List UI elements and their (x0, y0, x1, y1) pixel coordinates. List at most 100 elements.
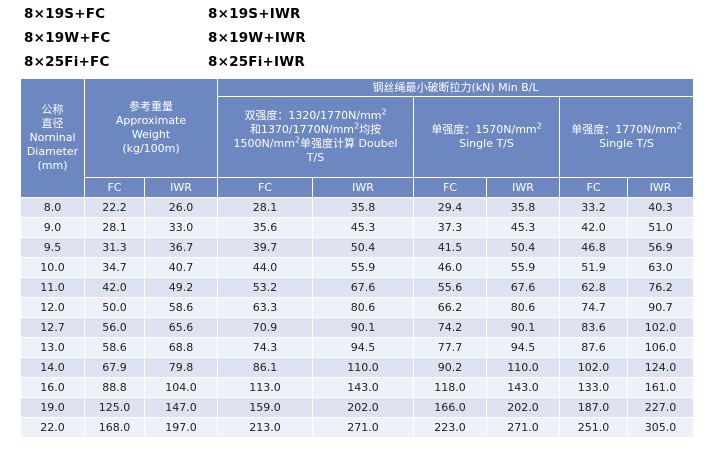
spec-title: 8×19S+FC (24, 6, 106, 22)
subheader-iwr: IWR (143, 177, 219, 198)
table-cell: 197.0 (143, 417, 219, 438)
table-cell: 62.8 (559, 277, 629, 298)
table-cell: 271.0 (486, 417, 561, 438)
table-cell: 11.0 (20, 277, 85, 298)
table-cell: 213.0 (217, 417, 314, 438)
table-cell: 133.0 (559, 377, 629, 398)
table-cell: 55.6 (413, 277, 488, 298)
table-cell: 13.0 (20, 337, 85, 358)
table-cell: 76.2 (627, 277, 695, 298)
table-cell: 31.3 (84, 237, 145, 258)
table-cell: 147.0 (143, 397, 219, 418)
table-cell: 271.0 (312, 417, 415, 438)
table-cell: 58.6 (143, 297, 219, 318)
table-cell: 63.0 (627, 257, 695, 278)
table-cell: 55.9 (312, 257, 415, 278)
table-cell: 53.2 (217, 277, 314, 298)
subheader-iwr: IWR (486, 177, 561, 198)
table-cell: 70.9 (217, 317, 314, 338)
table-cell: 29.4 (413, 197, 488, 218)
table-row: 9.0 28.1 33.0 35.6 45.3 37.3 45.3 42.0 51.0 (20, 217, 695, 238)
table-cell: 9.0 (20, 217, 85, 238)
table-cell: 22.0 (20, 417, 85, 438)
table-cell: 19.0 (20, 397, 85, 418)
table-cell: 94.5 (486, 337, 561, 358)
single-1570-header: 单强度：1570N/mm2 Single T/S (413, 96, 561, 178)
table-cell: 14.0 (20, 357, 85, 378)
subheader-fc: FC (217, 177, 314, 198)
spec-title: 8×19W+FC (24, 30, 111, 46)
weight-header: 参考重量 Approximate Weight (kg/100m) (83, 78, 219, 178)
table-cell: 166.0 (413, 397, 488, 418)
table-cell: 161.0 (627, 377, 695, 398)
table-cell: 39.7 (217, 237, 314, 258)
spec-title: 8×25Fi+FC (24, 54, 110, 70)
table-cell: 79.8 (143, 357, 219, 378)
table-cell: 49.2 (143, 277, 219, 298)
table-cell: 74.3 (217, 337, 314, 358)
spec-title: 8×19W+IWR (208, 30, 306, 46)
table-row: 11.0 42.0 49.2 53.2 67.6 55.6 67.6 62.8 76.2 (20, 277, 695, 298)
table-cell: 40.7 (143, 257, 219, 278)
table-cell: 36.7 (143, 237, 219, 258)
table-row: 8.0 22.2 26.0 28.1 35.8 29.4 35.8 33.2 40.3 (20, 197, 695, 218)
table-cell: 159.0 (217, 397, 314, 418)
table-cell: 58.6 (84, 337, 145, 358)
table-cell: 50.0 (84, 297, 145, 318)
table-cell: 77.7 (413, 337, 488, 358)
table-cell: 88.8 (84, 377, 145, 398)
table-row: 16.0 88.8 104.0 113.0 143.0 118.0 143.0 133.0 16… (20, 377, 695, 398)
table-cell: 67.6 (486, 277, 561, 298)
table-cell: 46.0 (413, 257, 488, 278)
table-cell: 40.3 (627, 197, 695, 218)
table-cell: 55.9 (486, 257, 561, 278)
table-cell: 66.2 (413, 297, 488, 318)
table-cell: 33.0 (143, 217, 219, 238)
table-cell: 202.0 (312, 397, 415, 418)
table-cell: 51.9 (559, 257, 629, 278)
table-row: 13.0 58.6 68.8 74.3 94.5 77.7 94.5 87.6 106.0 (20, 337, 695, 358)
subheader-fc: FC (413, 177, 488, 198)
table-cell: 35.8 (486, 197, 561, 218)
spec-title: 8×19S+IWR (208, 6, 301, 22)
table-row: 14.0 67.9 79.8 86.1 110.0 90.2 110.0 102.0 124.0 (20, 357, 695, 378)
table-row: 12.7 56.0 65.6 70.9 90.1 74.2 90.1 83.6 102.0 (20, 317, 695, 338)
table-cell: 106.0 (627, 337, 695, 358)
dual-strength-header: 双强度：1320/1770N/mm2 和1370/1770N/mm2均按 150… (217, 96, 415, 178)
table-cell: 67.6 (312, 277, 415, 298)
table-cell: 16.0 (20, 377, 85, 398)
table-cell: 8.0 (20, 197, 85, 218)
table-cell: 118.0 (413, 377, 488, 398)
table-row: 10.0 34.7 40.7 44.0 55.9 46.0 55.9 51.9 63.0 (20, 257, 695, 278)
table-cell: 94.5 (312, 337, 415, 358)
subheader-iwr: IWR (312, 177, 415, 198)
table-cell: 28.1 (217, 197, 314, 218)
table-cell: 90.1 (312, 317, 415, 338)
table-cell: 35.8 (312, 197, 415, 218)
spec-title: 8×25Fi+IWR (208, 54, 305, 70)
table-cell: 90.1 (486, 317, 561, 338)
table-cell: 110.0 (486, 357, 561, 378)
table-cell: 124.0 (627, 357, 695, 378)
table-cell: 56.9 (627, 237, 695, 258)
table-cell: 227.0 (627, 397, 695, 418)
table-cell: 223.0 (413, 417, 488, 438)
table-cell: 33.2 (559, 197, 629, 218)
table-cell: 143.0 (486, 377, 561, 398)
table-cell: 12.0 (20, 297, 85, 318)
table-cell: 67.9 (84, 357, 145, 378)
rope-spec-table: 公称 直径 Norninal Diameter (mm) 参考重量 Approx… (20, 78, 695, 438)
table-cell: 86.1 (217, 357, 314, 378)
table-cell: 41.5 (413, 237, 488, 258)
diameter-header: 公称 直径 Norninal Diameter (mm) (20, 78, 85, 198)
table-cell: 113.0 (217, 377, 314, 398)
table-cell: 305.0 (627, 417, 695, 438)
table-cell: 65.6 (143, 317, 219, 338)
table-cell: 26.0 (143, 197, 219, 218)
table-cell: 87.6 (559, 337, 629, 358)
table-cell: 80.6 (486, 297, 561, 318)
table-cell: 50.4 (312, 237, 415, 258)
table-cell: 80.6 (312, 297, 415, 318)
table-cell: 168.0 (84, 417, 145, 438)
table-cell: 102.0 (559, 357, 629, 378)
